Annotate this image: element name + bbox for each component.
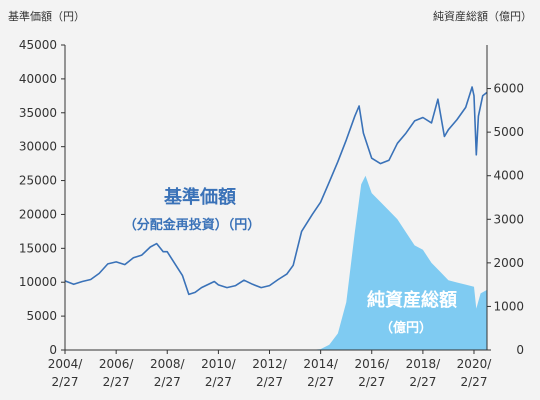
nav-series-sublabel: （分配金再投資）（円） (124, 217, 261, 233)
x-axis-tick-label: 2/27 (52, 375, 79, 389)
assets-series-sublabel: （億円） (380, 320, 432, 336)
left-axis-tick-label: 20000 (19, 207, 57, 221)
x-axis-tick-label: 2006/ (99, 357, 135, 371)
x-axis-tick-label: 2/27 (307, 375, 334, 389)
right-axis-title: 純資産総額（億円） (433, 10, 532, 23)
x-axis-tick-label: 2004/ (48, 357, 84, 371)
left-axis-tick-label: 35000 (19, 106, 57, 120)
axis-layer: 0500010000150002000025000300003500040000… (19, 38, 524, 389)
right-axis-tick-label: 0 (516, 343, 524, 357)
x-axis-tick-label: 2/27 (461, 375, 488, 389)
left-axis-tick-label: 25000 (19, 174, 57, 188)
right-axis-tick-label: 3000 (493, 212, 524, 226)
left-axis-title: 基準価額（円） (8, 10, 85, 23)
left-axis-tick-label: 5000 (26, 309, 57, 323)
left-axis-tick-label: 45000 (19, 38, 57, 52)
x-axis-tick-label: 2/27 (154, 375, 181, 389)
left-axis-tick-label: 40000 (19, 72, 57, 86)
left-axis-tick-label: 30000 (19, 140, 57, 154)
left-axis-tick-label: 0 (49, 343, 57, 357)
right-axis-tick-label: 2000 (493, 256, 524, 270)
left-axis-tick-label: 15000 (19, 241, 57, 255)
assets-series-name: 純資産総額 (367, 289, 457, 311)
assets-area-series (65, 175, 487, 350)
right-axis-tick-label: 4000 (493, 169, 524, 183)
x-axis-tick-label: 2010/ (201, 357, 237, 371)
x-axis-tick-label: 2012/ (252, 357, 288, 371)
right-axis-tick-label: 6000 (493, 82, 524, 96)
line-layer (64, 86, 488, 296)
right-axis-tick-label: 1000 (493, 299, 524, 313)
x-axis-tick-label: 2014/ (303, 357, 339, 371)
right-axis-tick-label: 5000 (493, 125, 524, 139)
x-axis-tick-label: 2016/ (354, 357, 390, 371)
nav-series-name: 基準価額 (163, 186, 236, 208)
x-axis-tick-label: 2018/ (406, 357, 442, 371)
x-axis-tick-label: 2/27 (409, 375, 436, 389)
nav-line-series (64, 86, 488, 296)
x-axis-tick-label: 2008/ (150, 357, 186, 371)
x-axis-tick-label: 2/27 (103, 375, 130, 389)
left-axis-tick-label: 10000 (19, 275, 57, 289)
x-axis-tick-label: 2/27 (256, 375, 283, 389)
x-axis-tick-label: 2/27 (205, 375, 232, 389)
x-axis-tick-label: 2020/ (457, 357, 493, 371)
series-label-layer: 基準価額 （分配金再投資）（円） 純資産総額 （億円） (124, 186, 457, 336)
x-axis-tick-label: 2/27 (358, 375, 385, 389)
